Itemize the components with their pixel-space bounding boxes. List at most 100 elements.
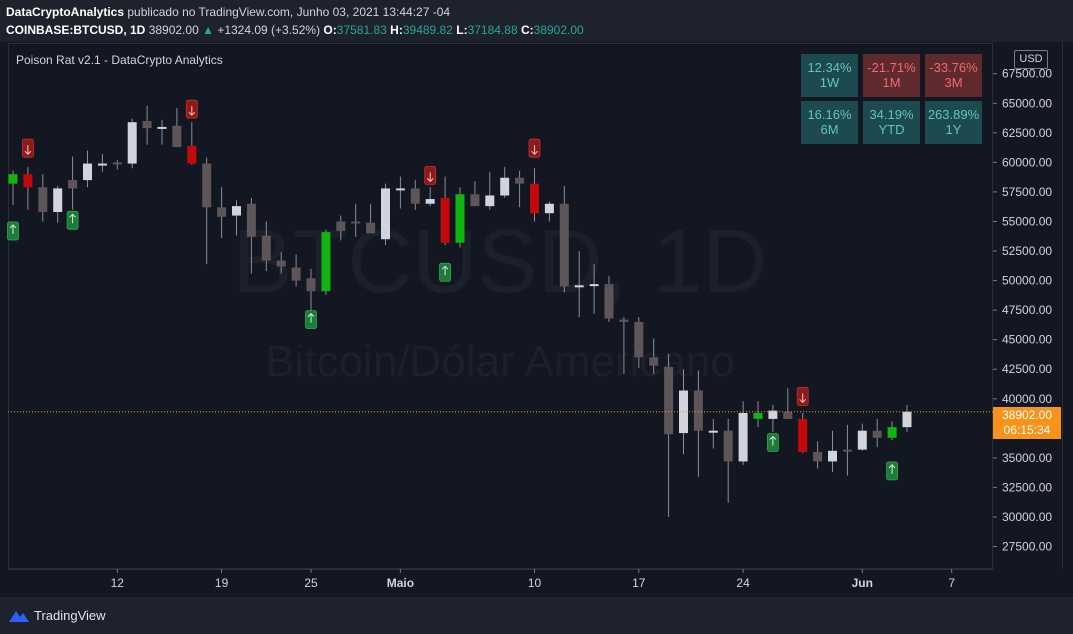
y-tick-label: 47500.00 — [1002, 303, 1052, 317]
published-text: publicado no TradingView.com, Junho 03, … — [127, 5, 451, 19]
price-axis[interactable] — [993, 43, 1063, 569]
candle[interactable] — [664, 353, 674, 517]
candle[interactable] — [872, 418, 882, 448]
candle[interactable] — [336, 215, 346, 241]
x-tick-label: Jun — [852, 576, 873, 590]
last-value: 38902.00 — [148, 23, 199, 37]
candle[interactable] — [97, 154, 107, 172]
footer-brand[interactable]: TradingView — [34, 608, 106, 623]
candle-body — [187, 145, 197, 164]
candle-body — [723, 430, 733, 462]
time-axis[interactable] — [8, 569, 993, 598]
candle-body — [321, 232, 331, 292]
candle-body — [783, 411, 793, 419]
candle[interactable] — [142, 105, 152, 145]
perf-value: -21.71% — [867, 60, 916, 75]
candle-body — [768, 410, 778, 419]
candle-body — [8, 174, 18, 184]
candle[interactable] — [291, 254, 301, 287]
candle[interactable] — [842, 424, 852, 476]
candle[interactable] — [783, 388, 793, 419]
candle[interactable] — [157, 119, 167, 145]
candle[interactable] — [619, 317, 629, 374]
candle[interactable] — [559, 186, 569, 293]
candle[interactable] — [23, 167, 33, 210]
candle-body — [351, 221, 361, 224]
candle[interactable] — [172, 108, 182, 148]
candle[interactable] — [381, 183, 390, 246]
candle[interactable] — [470, 181, 480, 207]
candle[interactable] — [798, 412, 808, 454]
candle[interactable] — [485, 171, 495, 210]
candle[interactable] — [127, 118, 137, 169]
perf-value: -33.76% — [929, 60, 978, 75]
candle[interactable] — [276, 252, 286, 274]
candle[interactable] — [723, 418, 733, 503]
candle[interactable] — [68, 156, 78, 210]
tradingview-logo-icon[interactable] — [8, 607, 30, 623]
candle[interactable] — [351, 203, 361, 237]
perf-cell-1y: 263.89% 1Y — [925, 101, 982, 144]
candle[interactable] — [425, 187, 435, 207]
indicator-legend[interactable]: Poison Rat v2.1 - DataCrypto Analytics — [16, 53, 223, 67]
candle[interactable] — [738, 401, 748, 465]
candle-body — [366, 222, 376, 234]
x-tick-label: 24 — [736, 576, 750, 590]
candle[interactable] — [604, 275, 614, 322]
x-tick-label: Maio — [387, 576, 414, 590]
candle[interactable] — [53, 186, 63, 223]
candle[interactable] — [515, 170, 525, 208]
symbol-name[interactable]: COINBASE:BTCUSD, 1D — [6, 23, 146, 37]
candle[interactable] — [246, 197, 256, 274]
candle[interactable] — [321, 229, 331, 295]
candle[interactable] — [410, 180, 420, 210]
candle[interactable] — [634, 317, 644, 369]
candle[interactable] — [828, 430, 837, 473]
candle[interactable] — [887, 421, 897, 441]
y-tick-label: 45000.00 — [1002, 333, 1052, 347]
candle-body — [619, 319, 629, 322]
candle-body — [172, 125, 182, 148]
candle[interactable] — [649, 338, 659, 374]
x-tick-label: 17 — [632, 576, 646, 590]
candle[interactable] — [544, 201, 554, 222]
candle-body — [649, 357, 659, 366]
candle[interactable] — [8, 170, 18, 205]
candle[interactable] — [395, 176, 405, 209]
currency-button[interactable]: USD — [1014, 50, 1048, 69]
perf-value: 12.34% — [807, 60, 852, 75]
candle-body — [872, 430, 882, 438]
candle[interactable] — [83, 150, 92, 188]
candle-body — [410, 188, 420, 204]
candle[interactable] — [902, 404, 912, 432]
candle[interactable] — [753, 401, 763, 428]
chart-svg[interactable]: BTCUSD, 1D Bitcoin/Dólar Americano 67500… — [0, 0, 1073, 597]
candle[interactable] — [708, 418, 718, 449]
candle[interactable] — [261, 221, 271, 272]
candle[interactable] — [589, 264, 599, 314]
candle[interactable] — [500, 167, 510, 198]
candle[interactable] — [574, 251, 584, 318]
candle[interactable] — [202, 157, 212, 265]
candle-body — [530, 183, 539, 214]
candle-body — [440, 197, 450, 243]
candle[interactable] — [768, 404, 778, 432]
y-tick-label: 50000.00 — [1002, 274, 1052, 288]
candle[interactable] — [693, 370, 703, 477]
candle[interactable] — [38, 174, 48, 222]
candle[interactable] — [187, 122, 197, 165]
perf-cell-1w: 12.34% 1W — [801, 54, 858, 97]
candle[interactable] — [530, 168, 539, 222]
candle[interactable] — [455, 187, 465, 248]
candle[interactable] — [112, 160, 122, 170]
candle[interactable] — [440, 176, 450, 246]
candle-body — [232, 206, 241, 216]
candle[interactable] — [366, 203, 376, 234]
candle[interactable] — [217, 187, 227, 239]
candle[interactable] — [813, 441, 823, 469]
publisher-name[interactable]: DataCryptoAnalytics — [6, 5, 125, 19]
candle[interactable] — [306, 268, 316, 312]
sell-signal-icon — [796, 387, 809, 406]
candle[interactable] — [232, 200, 241, 236]
candle[interactable] — [857, 423, 867, 451]
